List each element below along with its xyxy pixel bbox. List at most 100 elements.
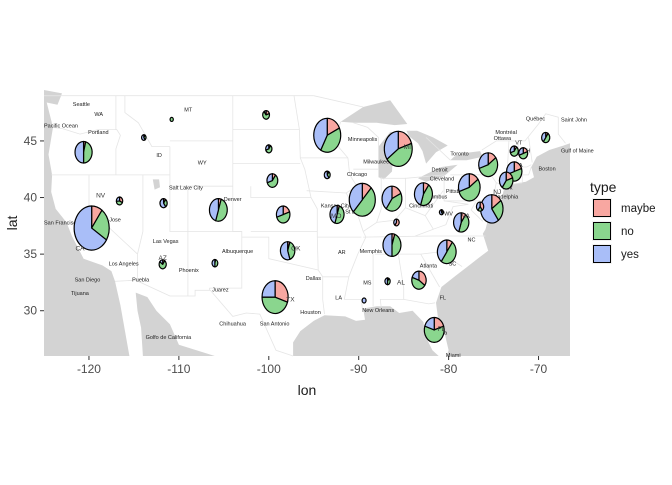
pie-marker [382, 233, 402, 257]
pie-slice-no [458, 214, 470, 233]
map-place-label: FL [440, 295, 446, 301]
map-place-label: Milwaukee [363, 160, 389, 166]
map-place-label: WY [198, 161, 207, 167]
map-place-label: Las Vegas [153, 239, 179, 245]
pie-slice-yes [479, 194, 499, 224]
map-place-label: Detroit [432, 168, 449, 174]
map-place-label: Albuquerque [222, 249, 253, 255]
map-place-label: Miami [446, 353, 461, 359]
border-line [528, 137, 533, 163]
map-place-label: WV [444, 212, 453, 218]
pie-slice-yes [329, 204, 338, 224]
x-tick-label: -120 [77, 362, 101, 376]
map-place-label: San Jose [98, 217, 121, 223]
map-place-label: Dallas [306, 276, 322, 282]
lake-polygon [450, 151, 483, 161]
border-line [353, 122, 379, 170]
pie-marker [279, 241, 296, 261]
pie-slice-no [82, 141, 93, 164]
legend-label: yes [621, 249, 639, 261]
map-place-label: WA [94, 112, 103, 118]
border-line [169, 146, 188, 232]
border-line [405, 174, 445, 179]
pie-slice-yes [159, 259, 164, 265]
pie-state-label: NV [96, 193, 106, 200]
legend-label: no [621, 226, 634, 238]
pie-marker [478, 152, 499, 178]
map-place-label: San Antonio [260, 321, 290, 327]
map-place-label: Salt Lake City [169, 186, 203, 192]
pie-marker [393, 218, 400, 227]
border-line [293, 95, 325, 315]
x-axis: -120 -110 -100 -90 -80 -70 [77, 356, 548, 376]
pie-marker [265, 144, 273, 154]
pie-slice-yes [159, 198, 167, 209]
pie-slice-no [420, 184, 434, 207]
pie-slice-yes [509, 145, 515, 154]
pie-slice-no [215, 198, 228, 222]
pie-slice-yes [348, 182, 363, 213]
map-place-label: Columbus [423, 195, 448, 201]
pie-marker [208, 198, 228, 222]
pie-marker [452, 212, 470, 233]
pie-markers [73, 109, 551, 343]
map-place-label: Gulf of Maine [561, 148, 594, 154]
legend-title: type [590, 179, 617, 195]
pie-slice-yes [381, 185, 393, 210]
pie-slice-yes [313, 117, 328, 151]
pie-slice-yes [382, 233, 393, 257]
pie-slice-yes [266, 173, 273, 184]
map-place-label: Juarez [212, 288, 229, 294]
pie-slice-yes [413, 182, 425, 206]
map-place-label: MT [184, 108, 193, 114]
legend-key-no [593, 222, 611, 240]
map-place-label: Memphis [360, 249, 383, 255]
legend: type maybe no yes [590, 179, 656, 264]
pie-state-label: MI [404, 144, 411, 151]
map-place-label: Tijuana [71, 291, 90, 297]
map-place-label: Québec [526, 117, 546, 123]
pie-marker [498, 171, 514, 190]
pie-marker [457, 173, 481, 202]
map-place-label: SC [449, 261, 457, 267]
pie-slice-no [352, 187, 376, 217]
map-place-label: Minneapolis [348, 137, 378, 143]
x-axis-title: lon [298, 382, 317, 398]
map-place-label: Puebla [132, 277, 150, 283]
map-place-label: VT [515, 140, 523, 146]
pie-slice-yes [498, 171, 507, 189]
pie-slice-yes [383, 130, 399, 160]
pie-state-label: AZ [159, 255, 167, 262]
pie-state-label: TX [286, 297, 295, 304]
pie-slice-no [261, 296, 289, 315]
pie-slice-yes [275, 205, 284, 218]
pie-slice-no [478, 157, 499, 178]
pie-marker [361, 297, 367, 304]
map-place-label: New Orleans [362, 308, 394, 314]
map-place-label: Toronto [450, 152, 468, 158]
pie-marker [140, 134, 147, 141]
pie-marker [169, 116, 174, 123]
pie-marker [115, 196, 124, 206]
pie-slice-yes [140, 134, 146, 141]
border-line [481, 113, 566, 151]
pie-slice-no [386, 142, 413, 167]
pie-state-label: AL [397, 280, 405, 287]
map-place-label: Chicago [347, 172, 367, 178]
pie-slice-no [411, 276, 426, 290]
x-tick-label: -90 [350, 362, 368, 376]
pie-slice-yes [438, 209, 444, 216]
pie-marker [262, 109, 271, 120]
pie-marker [261, 280, 289, 315]
pie-state-label: NJ [493, 189, 501, 196]
y-tick-label: 30 [24, 304, 38, 318]
border-line [241, 236, 319, 271]
border-line [306, 190, 347, 194]
pie-slice-no [287, 241, 296, 260]
legend-key-yes [593, 245, 611, 263]
pie-slice-no [169, 116, 174, 123]
pie-marker [313, 117, 342, 153]
border-line [114, 279, 294, 357]
legend-label: maybe [621, 203, 656, 215]
